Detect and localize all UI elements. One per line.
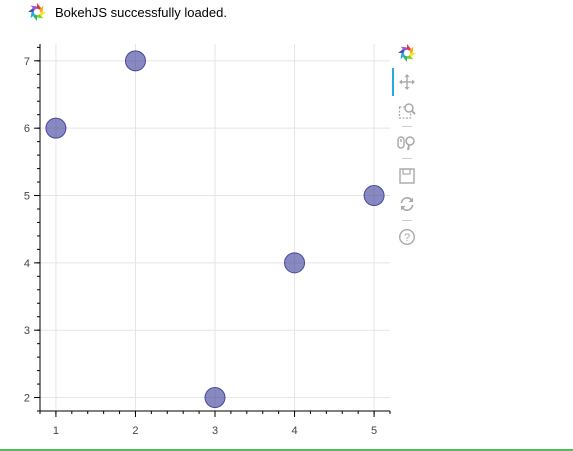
x-tick-label: 4 <box>291 425 297 437</box>
banner-text: BokehJS successfully loaded. <box>55 4 227 20</box>
y-tick-label: 2 <box>24 393 30 405</box>
reset-tool-button[interactable] <box>396 193 418 215</box>
x-tick-label: 5 <box>371 425 377 437</box>
y-tick-label: 5 <box>24 191 30 203</box>
help-icon: ? <box>398 228 416 246</box>
bokeh-logo-icon <box>28 3 46 21</box>
wheel-zoom-tool-button[interactable] <box>396 132 418 154</box>
box-zoom-icon <box>398 103 416 119</box>
save-icon <box>399 168 415 184</box>
y-tick-label: 6 <box>24 123 30 135</box>
toolbar-divider <box>402 126 412 127</box>
toolbar-divider <box>402 158 412 159</box>
active-tool-indicator <box>392 68 394 96</box>
bottom-border <box>0 449 573 451</box>
save-tool-button[interactable] <box>396 165 418 187</box>
scatter-point[interactable] <box>45 117 67 139</box>
svg-text:?: ? <box>404 232 410 244</box>
toolbar-divider <box>402 220 412 221</box>
x-tick-label: 1 <box>53 425 59 437</box>
y-tick-label: 3 <box>24 325 30 337</box>
scatter-point[interactable] <box>204 387 226 409</box>
scatter-point[interactable] <box>284 252 306 274</box>
reset-icon <box>400 197 414 211</box>
scatter-point[interactable] <box>124 50 146 72</box>
grid-lines <box>40 44 390 411</box>
help-tool-button[interactable]: ? <box>396 226 418 248</box>
pan-tool-button[interactable] <box>396 71 418 93</box>
wheel-zoom-icon <box>397 136 415 151</box>
axes: 1 2 3 4 5 2 3 4 5 6 7 <box>24 44 391 437</box>
scatter-point[interactable] <box>363 185 385 207</box>
y-tick-label: 7 <box>24 56 30 68</box>
box-zoom-tool-button[interactable] <box>396 100 418 122</box>
x-tick-label: 3 <box>212 425 218 437</box>
pan-icon <box>399 74 415 90</box>
status-banner: BokehJS successfully loaded. <box>27 1 227 23</box>
y-tick-label: 4 <box>24 258 30 270</box>
toolbar-logo[interactable] <box>396 42 418 64</box>
bokeh-logo-icon <box>398 44 416 62</box>
x-tick-label: 2 <box>132 425 138 437</box>
scatter-markers <box>45 50 385 409</box>
